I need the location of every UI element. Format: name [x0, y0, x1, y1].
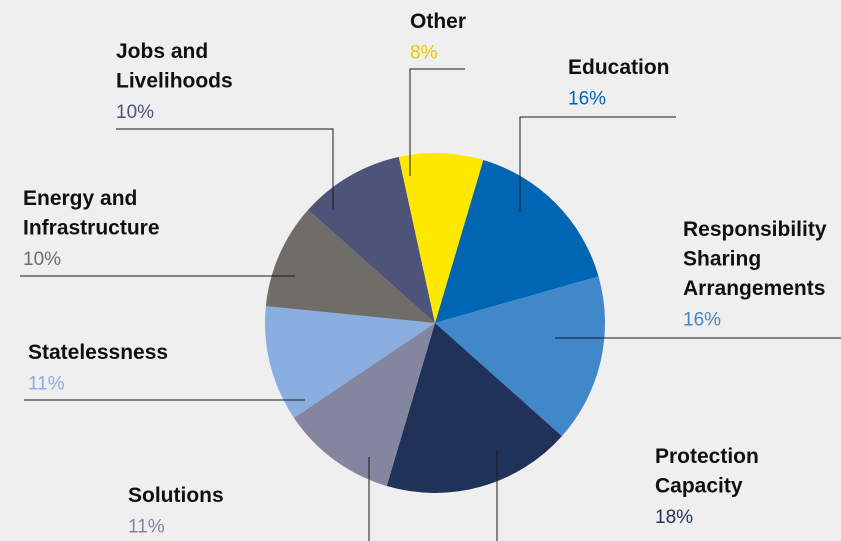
- slice-label-energy-and-infrastructure-line-2: Infrastructure: [23, 217, 160, 240]
- slice-value-other: 8%: [410, 43, 438, 64]
- slice-label-responsibility-sharing-arrangements-line-3: Arrangements: [683, 277, 825, 300]
- slice-value-jobs-and-livelihoods: 10%: [116, 102, 154, 123]
- pie-slice-education: [435, 160, 599, 323]
- slice-value-responsibility-sharing-arrangements: 16%: [683, 310, 721, 331]
- slice-label-statelessness: Statelessness: [28, 341, 168, 364]
- slice-label-responsibility-sharing-arrangements-line-1: Responsibility: [683, 218, 827, 241]
- slice-label-jobs-and-livelihoods-line-2: Livelihoods: [116, 70, 233, 93]
- slice-value-statelessness: 11%: [28, 374, 65, 395]
- pie-slice-statelessness: [264, 306, 435, 418]
- leader-line-education: [519, 116, 676, 212]
- slice-label-jobs-and-livelihoods-line-1: Jobs and: [116, 40, 208, 63]
- pie-slice-jobs-and-livelihoods: [308, 156, 435, 323]
- slice-label-protection-capacity-line-2: Capacity: [655, 475, 743, 498]
- slice-label-solutions: Solutions: [128, 484, 224, 507]
- slice-label-protection-capacity-line-1: Protection: [655, 445, 759, 468]
- pie-slice-other: [398, 152, 484, 323]
- slice-value-solutions: 11%: [128, 517, 165, 538]
- slice-value-education: 16%: [568, 89, 606, 110]
- leader-line-other: [409, 68, 465, 176]
- pie-slice-energy-and-infrastructure: [265, 209, 435, 323]
- slice-label-other: Other: [410, 10, 466, 33]
- pie-slice-responsibility-sharing-arrangements: [435, 276, 606, 437]
- pie-slice-protection-capacity: [386, 323, 562, 494]
- leader-line-jobs-and-livelihoods: [116, 128, 334, 210]
- slice-label-responsibility-sharing-arrangements-line-2: Sharing: [683, 248, 761, 271]
- slice-label-education: Education: [568, 56, 670, 79]
- slice-value-energy-and-infrastructure: 10%: [23, 249, 61, 270]
- pie-slice-solutions: [293, 323, 435, 486]
- slice-label-energy-and-infrastructure-line-1: Energy and: [23, 187, 137, 210]
- slice-value-protection-capacity: 18%: [655, 507, 693, 528]
